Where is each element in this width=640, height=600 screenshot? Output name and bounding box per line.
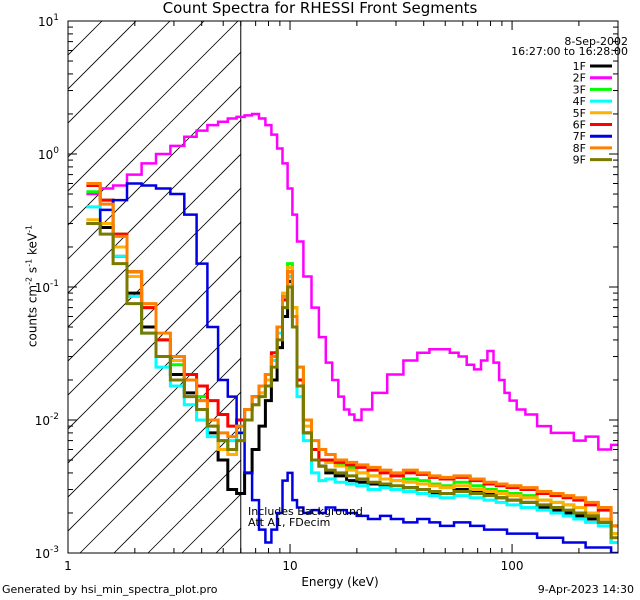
chart-title: Count Spectra for RHESSI Front Segments [162, 0, 478, 17]
hatch-line [79, 391, 241, 553]
excluded-energy-hatch [68, 0, 640, 553]
hatch-line [68, 21, 171, 124]
y-tick-label: 10-2 [35, 412, 59, 428]
y-tick-exponent: -3 [50, 545, 59, 555]
series-group [86, 112, 618, 553]
x-tick-label: 10 [282, 559, 297, 573]
y-axis-label: counts cm-2 s-1 keV-1 [24, 224, 40, 348]
y-tick-exponent: -1 [50, 279, 59, 289]
hatch-line [68, 21, 239, 192]
legend-label: 6F [573, 119, 586, 132]
y-tick-label: 10-3 [35, 545, 59, 561]
generator-credit: Generated by hsi_min_spectra_plot.pro [2, 583, 218, 596]
series-line-8F [86, 182, 618, 528]
x-tick-label: 1 [64, 559, 72, 573]
y-tick-base: 10 [38, 15, 53, 29]
hatch-line [68, 85, 241, 260]
legend-label: 4F [573, 95, 586, 108]
hatch-line [113, 425, 241, 553]
hatch-line [68, 357, 241, 532]
background-note: Includes Background [248, 505, 363, 518]
legend-label: 9F [573, 154, 586, 167]
hatch-line [68, 187, 241, 362]
hatch-line [147, 459, 241, 553]
legend-label: 8F [573, 142, 586, 155]
y-tick-label: 10-1 [35, 279, 59, 295]
hatch-line [68, 221, 241, 396]
hatch-line [68, 289, 241, 464]
hatch-line [68, 21, 137, 90]
hatch-line [284, 0, 640, 553]
legend-label: 1F [573, 60, 586, 73]
series-line-2F [86, 112, 618, 451]
attenuator-note: Att A1, FDecim [248, 516, 331, 529]
hatch-line [68, 21, 69, 22]
hatch-line [68, 153, 241, 328]
legend-label: 7F [573, 130, 586, 143]
y-tick-label: 100 [38, 146, 59, 162]
hatch-line [68, 21, 103, 56]
hatch-line [318, 0, 640, 553]
series-line-7F [86, 182, 618, 553]
hatch-line [68, 323, 241, 498]
legend-label: 3F [573, 83, 586, 96]
y-tick-exponent: 0 [53, 146, 59, 156]
hatch-line [68, 119, 241, 294]
series-line-4F [86, 205, 618, 544]
y-tick-base: 10 [35, 414, 50, 428]
hatch-line [352, 0, 640, 553]
series-line-9F [86, 222, 618, 540]
hatch-line [68, 51, 241, 226]
y-tick-base: 10 [38, 148, 53, 162]
legend-label: 2F [573, 72, 586, 85]
observation-date: 8-Sep-2002 [564, 35, 628, 48]
observation-time-range: 16:27:00 to 16:28:00 [511, 45, 628, 58]
y-tick-base: 10 [35, 281, 50, 295]
y-tick-exponent: -2 [50, 412, 59, 422]
y-tick-base: 10 [35, 547, 50, 561]
x-tick-label: 100 [501, 559, 524, 573]
x-axis-label: Energy (keV) [301, 575, 379, 589]
generation-timestamp: 9-Apr-2023 14:30 [537, 583, 634, 596]
hatch-line [68, 21, 205, 158]
legend-label: 5F [573, 107, 586, 120]
hatch-line [68, 255, 241, 430]
y-tick-label: 101 [38, 13, 59, 29]
axis-ticks [67, 20, 619, 554]
y-tick-exponent: 1 [53, 13, 59, 23]
